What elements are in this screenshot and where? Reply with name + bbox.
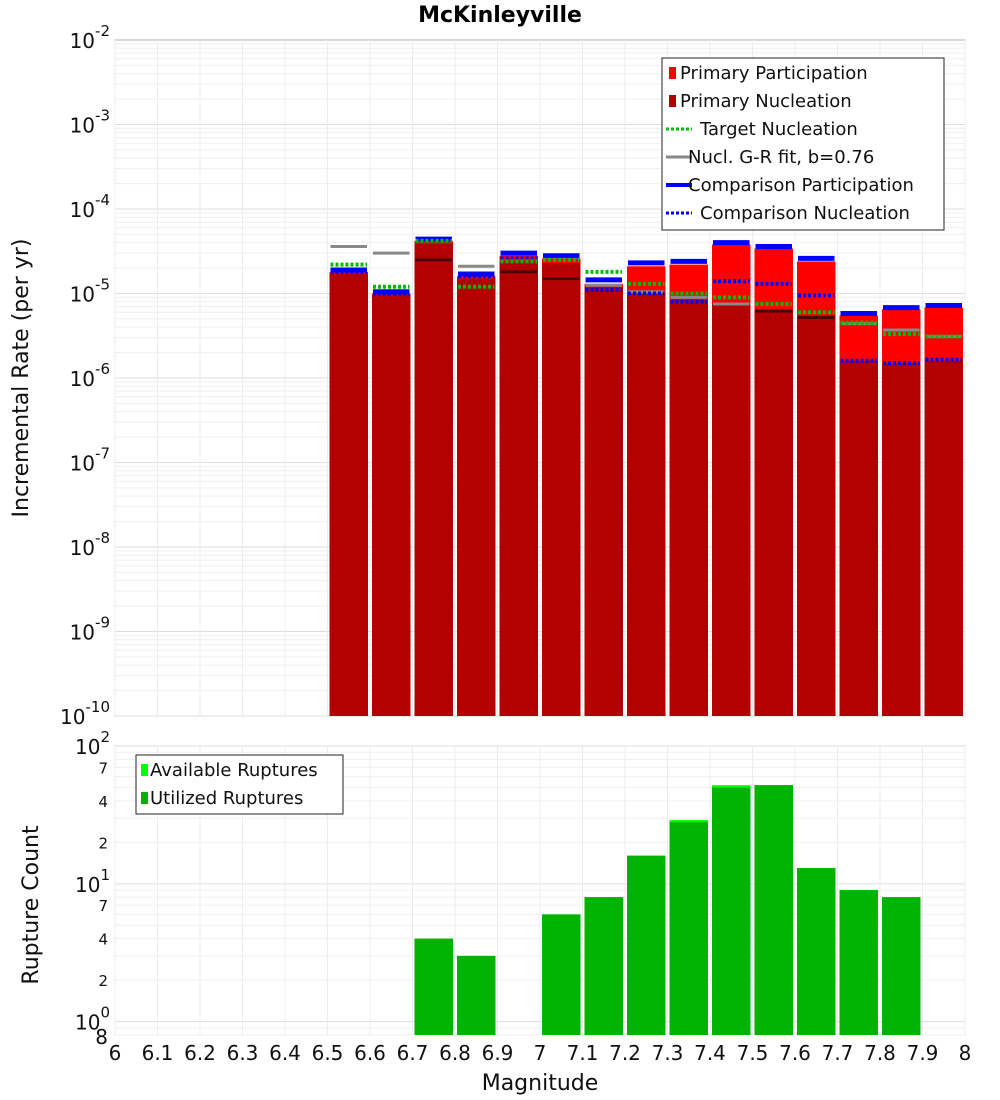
bar-primary-nucleation <box>329 274 368 716</box>
bottom-minor-y-tick-label: 8 <box>95 1025 108 1049</box>
bar-utilized-ruptures <box>414 938 453 1035</box>
top-y-tick-label: 10-9 <box>70 614 110 645</box>
bar-utilized-ruptures <box>584 897 623 1035</box>
legend-entry-label: Utilized Ruptures <box>150 788 303 809</box>
bottom-legend-box <box>135 754 344 815</box>
bottom-minor-y-tick-label: 2 <box>98 834 108 852</box>
legend-entry-label: Primary Participation <box>680 63 868 84</box>
x-tick-label: 7.5 <box>737 1041 769 1065</box>
x-axis-label: Magnitude <box>482 1071 599 1096</box>
top-y-tick-label: 10-10 <box>60 698 110 729</box>
bar-utilized-ruptures <box>457 955 496 1035</box>
x-tick-label: 6.5 <box>312 1041 344 1065</box>
x-tick-label: 7.6 <box>779 1041 811 1065</box>
top-y-axis-label: Incremental Rate (per yr) <box>9 239 34 518</box>
bar-primary-nucleation <box>712 304 751 716</box>
x-tick-label: 6.1 <box>142 1041 174 1065</box>
top-y-tick-label: 10-3 <box>70 107 110 138</box>
top-bars <box>329 240 963 716</box>
bar-utilized-ruptures <box>797 868 836 1035</box>
top-legend: Primary Participation Primary Nucleation T… <box>661 57 945 231</box>
bar-primary-nucleation <box>669 299 708 716</box>
bar-primary-nucleation <box>499 261 538 716</box>
legend-swatch <box>669 67 676 79</box>
legend-swatch <box>141 792 148 804</box>
bar-primary-nucleation <box>839 360 878 716</box>
legend-entry-label: Comparison Participation <box>688 175 914 196</box>
legend-entry-label: Target Nucleation <box>699 119 858 140</box>
x-tick-label: 7.4 <box>694 1041 726 1065</box>
bar-utilized-ruptures <box>839 890 878 1035</box>
bottom-legend: Available Ruptures Utilized Ruptures <box>135 754 344 815</box>
chart-title: McKinleyville <box>418 3 582 28</box>
bar-utilized-ruptures <box>754 785 793 1035</box>
x-tick-label: 6.2 <box>184 1041 216 1065</box>
bottom-minor-y-tick-label: 7 <box>98 759 108 777</box>
x-tick-label: 6.3 <box>227 1041 259 1065</box>
x-tick-label: 6.4 <box>269 1041 301 1065</box>
x-tick-label: 7.9 <box>907 1041 939 1065</box>
top-y-tick-label: 10-6 <box>70 360 110 391</box>
bar-utilized-ruptures <box>542 914 581 1035</box>
legend-entry-label: Comparison Nucleation <box>700 203 910 224</box>
x-tick-label: 7.2 <box>609 1041 641 1065</box>
x-tick-label: 7 <box>534 1041 547 1065</box>
bottom-y-tick-label: 101 <box>75 866 110 897</box>
bar-utilized-ruptures <box>712 787 751 1035</box>
top-y-tick-label: 10-5 <box>70 276 110 307</box>
bar-primary-nucleation <box>584 286 623 716</box>
x-tick-label: 6.6 <box>354 1041 386 1065</box>
bottom-minor-y-tick-label: 7 <box>98 897 108 915</box>
bottom-minor-y-tick-label: 2 <box>98 972 108 990</box>
top-y-tick-label: 10-8 <box>70 529 110 560</box>
top-y-tick-label: 10-7 <box>70 445 110 476</box>
bar-utilized-ruptures <box>669 822 708 1035</box>
top-y-tick-label: 10-4 <box>70 191 110 222</box>
x-tick-label: 6.8 <box>439 1041 471 1065</box>
bar-primary-nucleation <box>542 262 581 716</box>
bottom-y-axis-label: Rupture Count <box>19 825 44 985</box>
bottom-minor-y-tick-label: 4 <box>98 793 108 811</box>
legend-swatch <box>669 95 676 107</box>
x-tick-label: 7.8 <box>864 1041 896 1065</box>
top-y-tick-labels: 10-10 10-9 10-8 10-7 10-6 10-5 10-4 10-3 10-2 <box>60 22 110 729</box>
bar-primary-nucleation <box>372 294 411 716</box>
bottom-minor-y-tick-label: 4 <box>98 931 108 949</box>
x-tick-label: 8 <box>959 1041 972 1065</box>
top-rate-markers <box>330 236 962 366</box>
bar-primary-nucleation <box>882 363 921 716</box>
legend-entry-label: Primary Nucleation <box>680 91 852 112</box>
legend-entry-label: Nucl. G-R fit, b=0.76 <box>688 147 874 168</box>
bottom-bars <box>414 785 921 1035</box>
legend-entry-label: Available Ruptures <box>150 760 318 781</box>
bar-primary-nucleation <box>414 243 453 716</box>
bar-primary-nucleation <box>924 360 963 716</box>
legend-swatch <box>141 764 148 776</box>
bar-primary-nucleation <box>457 278 496 716</box>
x-tick-label: 6.7 <box>397 1041 429 1065</box>
bar-utilized-ruptures <box>882 897 921 1035</box>
x-tick-labels: 6 6.1 6.2 6.3 6.4 6.5 6.6 6.7 6.8 6.9 7 7.1 7.2 7.3 7.… <box>109 1041 972 1065</box>
x-tick-label: 7.7 <box>822 1041 854 1065</box>
bar-primary-nucleation <box>797 315 836 716</box>
bar-utilized-ruptures <box>627 855 666 1035</box>
x-tick-label: 7.1 <box>567 1041 599 1065</box>
x-tick-label: 6 <box>109 1041 122 1065</box>
bar-primary-nucleation <box>627 293 666 716</box>
bar-primary-nucleation <box>754 309 793 716</box>
bottom-y-tick-label: 100 <box>75 1004 110 1035</box>
bottom-y-tick-labels: 100 101 102 8 2 4 7 2 4 7 <box>75 728 110 1049</box>
top-y-tick-label: 10-2 <box>70 22 110 53</box>
x-tick-label: 6.9 <box>482 1041 514 1065</box>
x-tick-label: 7.3 <box>652 1041 684 1065</box>
top-legend-box <box>661 57 945 231</box>
bottom-y-tick-label: 102 <box>75 728 110 759</box>
